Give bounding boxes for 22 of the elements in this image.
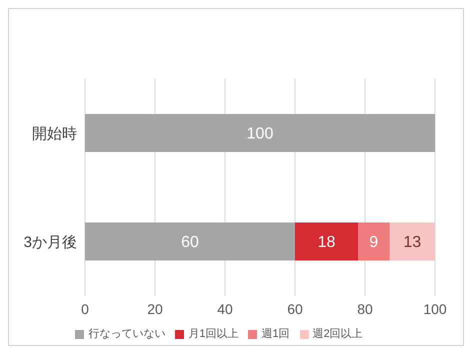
bar <box>295 222 358 260</box>
data-label: 100 <box>246 126 274 143</box>
y-tick-label: 3か月後 <box>24 234 77 252</box>
legend-label: 行なっていない <box>88 328 166 340</box>
bar <box>390 222 435 260</box>
data-label: 13 <box>403 234 422 252</box>
x-tick-label: 40 <box>217 300 233 317</box>
data-label: 9 <box>369 234 378 252</box>
legend-label: 週2回以上 <box>312 328 363 340</box>
bar <box>85 114 435 152</box>
x-tick-label: 60 <box>287 300 303 317</box>
legend-label: 月1回以上 <box>188 328 238 340</box>
x-tick-label: 20 <box>147 300 163 317</box>
data-label: 60 <box>181 234 199 252</box>
y-tick-label: 開始時 <box>32 126 77 143</box>
legend-label: 週1回 <box>261 328 290 340</box>
data-label: 18 <box>318 234 336 252</box>
x-tick-label: 0 <box>81 300 90 317</box>
bar <box>358 222 390 260</box>
bar <box>85 222 295 260</box>
x-tick-label: 100 <box>423 300 447 317</box>
x-tick-label: 80 <box>357 300 373 317</box>
